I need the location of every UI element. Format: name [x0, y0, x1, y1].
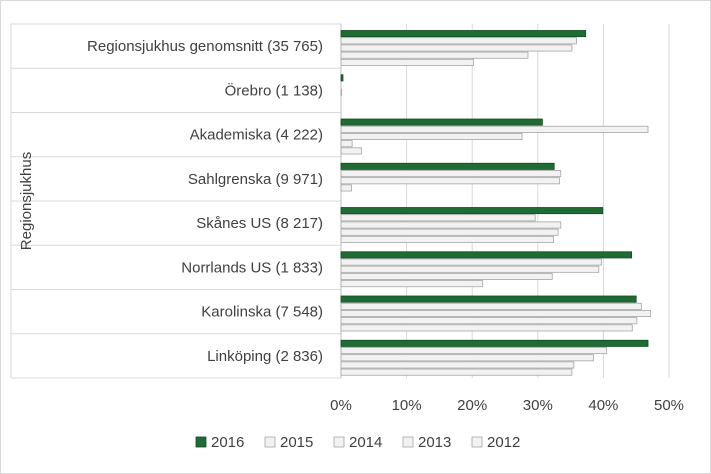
x-tick-label: 20% [457, 397, 487, 414]
category-label: Norrlands US (1 833) [181, 259, 323, 276]
legend-swatch-2016 [195, 436, 207, 448]
bar-2015 [340, 214, 536, 222]
bar-2016 [340, 251, 633, 259]
bar-2012 [340, 324, 633, 332]
bar-2012 [340, 58, 474, 66]
bar-2013 [340, 228, 559, 236]
bar-2016 [340, 295, 637, 303]
legend-label-2016: 2016 [211, 434, 244, 451]
x-tick-label: 50% [654, 397, 684, 414]
bar-2014 [340, 132, 523, 140]
bar-2015 [340, 302, 642, 310]
bar-2013 [340, 361, 575, 369]
bar-2014 [340, 221, 562, 229]
bar-2013 [340, 51, 529, 59]
y-axis-title: Regionsjukhus [18, 152, 35, 250]
category-labels: Regionsjukhus genomsnitt (35 765) Örebro … [87, 38, 323, 365]
bar-2016 [340, 118, 543, 126]
x-tick-label: 40% [588, 397, 618, 414]
bar-2016 [340, 162, 555, 170]
legend: 2016 2015 2014 2013 2012 [195, 434, 520, 451]
x-tick-label: 30% [523, 397, 553, 414]
bar-2014 [340, 354, 594, 362]
bars [340, 30, 652, 376]
bar-2013 [340, 317, 638, 325]
legend-label-2012: 2012 [487, 434, 520, 451]
category-label: Akademiska (4 222) [190, 127, 323, 144]
category-separators [10, 23, 342, 379]
category-label: Regionsjukhus genomsnitt (35 765) [87, 38, 323, 55]
legend-swatch-2012 [471, 436, 483, 448]
bar-2012 [340, 280, 484, 288]
bar-2012 [340, 368, 573, 376]
bar-2013 [340, 272, 553, 280]
bar-2016 [340, 30, 587, 38]
bar-2016 [340, 74, 344, 82]
bar-2016 [340, 339, 649, 347]
legend-swatch-2015 [264, 436, 276, 448]
x-tick-label: 0% [330, 397, 352, 414]
bar-2015 [340, 125, 649, 133]
bar-2014 [340, 177, 560, 185]
legend-swatch-2014 [333, 436, 345, 448]
bar-2016 [340, 207, 604, 215]
bar-2014 [340, 44, 573, 52]
bar-2015 [340, 37, 577, 45]
legend-label-2014: 2014 [349, 434, 382, 451]
legend-label-2015: 2015 [280, 434, 313, 451]
category-label: Skånes US (8 217) [196, 215, 323, 232]
category-label: Örebro (1 138) [225, 81, 323, 99]
bar-2015 [340, 170, 562, 178]
bar-2015 [340, 347, 608, 355]
category-label: Sahlgrenska (9 971) [188, 171, 323, 188]
bar-2013 [340, 184, 352, 192]
legend-label-2013: 2013 [418, 434, 451, 451]
bar-2015 [340, 258, 602, 266]
x-tick-label: 10% [392, 397, 422, 414]
bar-2014 [340, 88, 343, 96]
bar-2014 [340, 309, 652, 317]
bar-2014 [340, 265, 600, 273]
bar-2012 [340, 147, 362, 155]
category-label: Linköping (2 836) [207, 348, 323, 365]
legend-swatch-2013 [402, 436, 414, 448]
bar-2013 [340, 140, 353, 148]
x-tick-labels: 0% 10% 20% 30% 40% 50% [330, 397, 684, 414]
bar-2012 [340, 235, 554, 243]
category-label: Karolinska (7 548) [201, 304, 323, 321]
